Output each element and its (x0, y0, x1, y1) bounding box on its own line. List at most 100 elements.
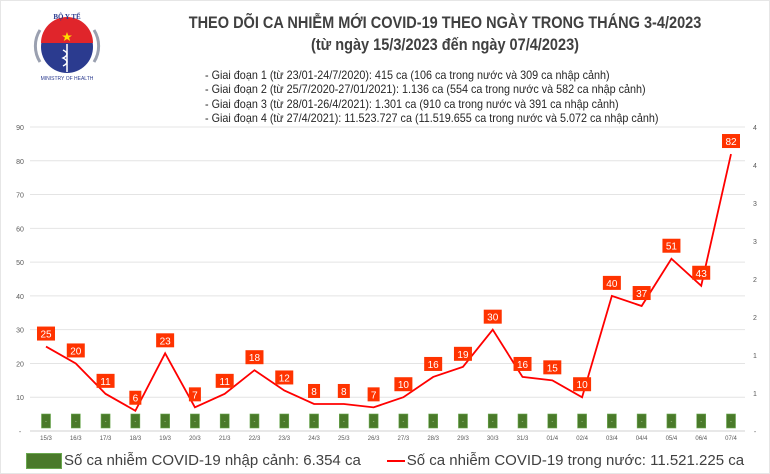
line-data-label-box (66, 343, 85, 358)
phase-note: - Giai đoạn 4 (từ 27/4/2021): 11.523.727… (205, 110, 659, 125)
svg-text:BỘ Y TẾ: BỘ Y TẾ (53, 13, 81, 21)
covid-combo-chart: -102030405060708090-11223344-15/3-16/3-1… (16, 125, 757, 442)
line-data-label: 51 (666, 242, 678, 253)
x-axis-tick: 30/3 (487, 436, 499, 442)
bar-data-label: - (730, 419, 732, 425)
line-data-label: 12 (279, 373, 291, 384)
bar-imported (309, 413, 319, 429)
bar-data-label: - (551, 419, 553, 425)
line-data-label: 82 (725, 137, 737, 148)
line-data-label: 40 (606, 279, 618, 290)
bar-data-label: - (224, 419, 226, 425)
line-data-label: 23 (160, 336, 172, 347)
line-data-label: 20 (70, 346, 82, 357)
line-data-label-box (337, 383, 350, 398)
right-axis-tick: - (754, 429, 757, 436)
line-data-label-box (96, 373, 115, 388)
line-data-label-box (483, 309, 502, 324)
bar-data-label: - (313, 419, 315, 425)
x-axis-tick: 19/3 (159, 436, 171, 442)
title-line-2: (từ ngày 15/3/2023 đến ngày 07/4/2023) (311, 36, 579, 54)
line-data-label-box (156, 333, 175, 348)
line-data-label-box (245, 350, 264, 365)
bar-data-label: - (283, 419, 285, 425)
x-axis-tick: 17/3 (100, 436, 112, 442)
bar-imported (190, 413, 200, 429)
right-axis-tick: 4 (753, 125, 757, 132)
line-data-label: 16 (517, 360, 529, 371)
line-data-label-box (308, 383, 321, 398)
bar-imported (339, 413, 349, 429)
bar-imported (219, 413, 230, 429)
bar-imported (726, 413, 736, 429)
bar-data-label: - (164, 419, 166, 425)
line-data-label-box (37, 326, 55, 341)
x-axis-tick: 05/4 (666, 436, 678, 442)
x-axis-tick: 21/3 (219, 436, 231, 442)
x-axis-tick: 06/4 (695, 436, 707, 442)
legend-bar-swatch (25, 452, 62, 469)
phase-note: - Giai đoạn 3 (từ 28/01-26/4/2021): 1.30… (205, 96, 619, 111)
bar-data-label: - (194, 419, 196, 425)
left-axis-tick: 10 (16, 395, 24, 402)
right-axis-tick: 3 (753, 239, 757, 246)
bar-imported (249, 413, 260, 429)
x-axis-tick: 01/4 (546, 436, 558, 442)
bar-data-label: - (135, 419, 137, 425)
left-axis-tick: - (19, 429, 22, 436)
bar-imported (70, 413, 81, 429)
x-axis-tick: 15/3 (40, 436, 52, 442)
phase-note: - Giai đoạn 1 (từ 23/01-24/7/2020): 415 … (205, 68, 610, 82)
ministry-of-health-logo: BỘ Y TẾ MINISTRY OF HEALTH (33, 13, 101, 82)
bar-imported (458, 413, 468, 429)
line-data-label-box (722, 134, 740, 149)
line-data-label-box (543, 360, 562, 375)
line-data-label: 6 (133, 394, 139, 405)
bar-data-label: - (581, 419, 583, 425)
line-data-label-box (453, 346, 472, 361)
bar-data-label: - (403, 419, 405, 425)
bar-data-label: - (522, 419, 524, 425)
legend: Số ca nhiễm COVID-19 nhập cảnh: 6.354 ca… (0, 452, 770, 469)
title-line-1: THEO DÕI CA NHIỄM MỚI COVID-19 THEO NGÀY… (188, 14, 702, 32)
line-data-label: 37 (636, 289, 648, 300)
right-axis-tick: 1 (753, 353, 757, 360)
bar-data-label: - (373, 419, 375, 425)
line-data-label-box (275, 370, 294, 385)
bar-imported (636, 413, 647, 429)
legend-line-swatch (386, 459, 405, 462)
line-data-label: 11 (220, 377, 231, 388)
left-axis-tick: 40 (16, 294, 24, 301)
bar-data-label: - (254, 419, 256, 425)
right-axis-tick: 2 (753, 315, 757, 322)
line-data-label-box (513, 356, 532, 371)
bar-imported (279, 413, 290, 429)
line-data-label-box (632, 286, 651, 301)
line-data-label-box (692, 265, 711, 280)
bar-data-label: - (671, 419, 673, 425)
line-data-label-box (602, 275, 621, 290)
line-data-label-box (367, 387, 380, 402)
bar-imported (666, 413, 677, 429)
left-axis-tick: 90 (16, 125, 24, 132)
line-data-label-box (394, 377, 413, 392)
legend-item-domestic: Số ca nhiễm COVID-19 trong nước: 11.521.… (386, 452, 745, 469)
line-data-label-box (573, 377, 592, 392)
line-data-label: 7 (192, 390, 198, 401)
line-data-label-box (129, 390, 142, 405)
line-data-label: 10 (398, 380, 410, 391)
x-axis-tick: 31/3 (517, 436, 529, 442)
line-data-label: 25 (40, 330, 52, 341)
x-axis-tick: 24/3 (308, 436, 320, 442)
left-axis-tick: 30 (16, 328, 24, 335)
bar-data-label: - (462, 419, 464, 425)
bar-imported (130, 413, 141, 429)
x-axis-tick: 25/3 (338, 436, 350, 442)
line-data-label: 43 (696, 269, 708, 280)
left-axis-tick: 60 (16, 226, 24, 233)
x-axis-tick: 04/4 (636, 436, 648, 442)
legend-label: Số ca nhiễm COVID-19 trong nước: 11.521.… (406, 452, 745, 469)
x-axis-tick: 07/4 (725, 436, 737, 442)
line-data-label: 30 (487, 313, 499, 324)
legend-item-imported: Số ca nhiễm COVID-19 nhập cảnh: 6.354 ca (25, 452, 361, 469)
